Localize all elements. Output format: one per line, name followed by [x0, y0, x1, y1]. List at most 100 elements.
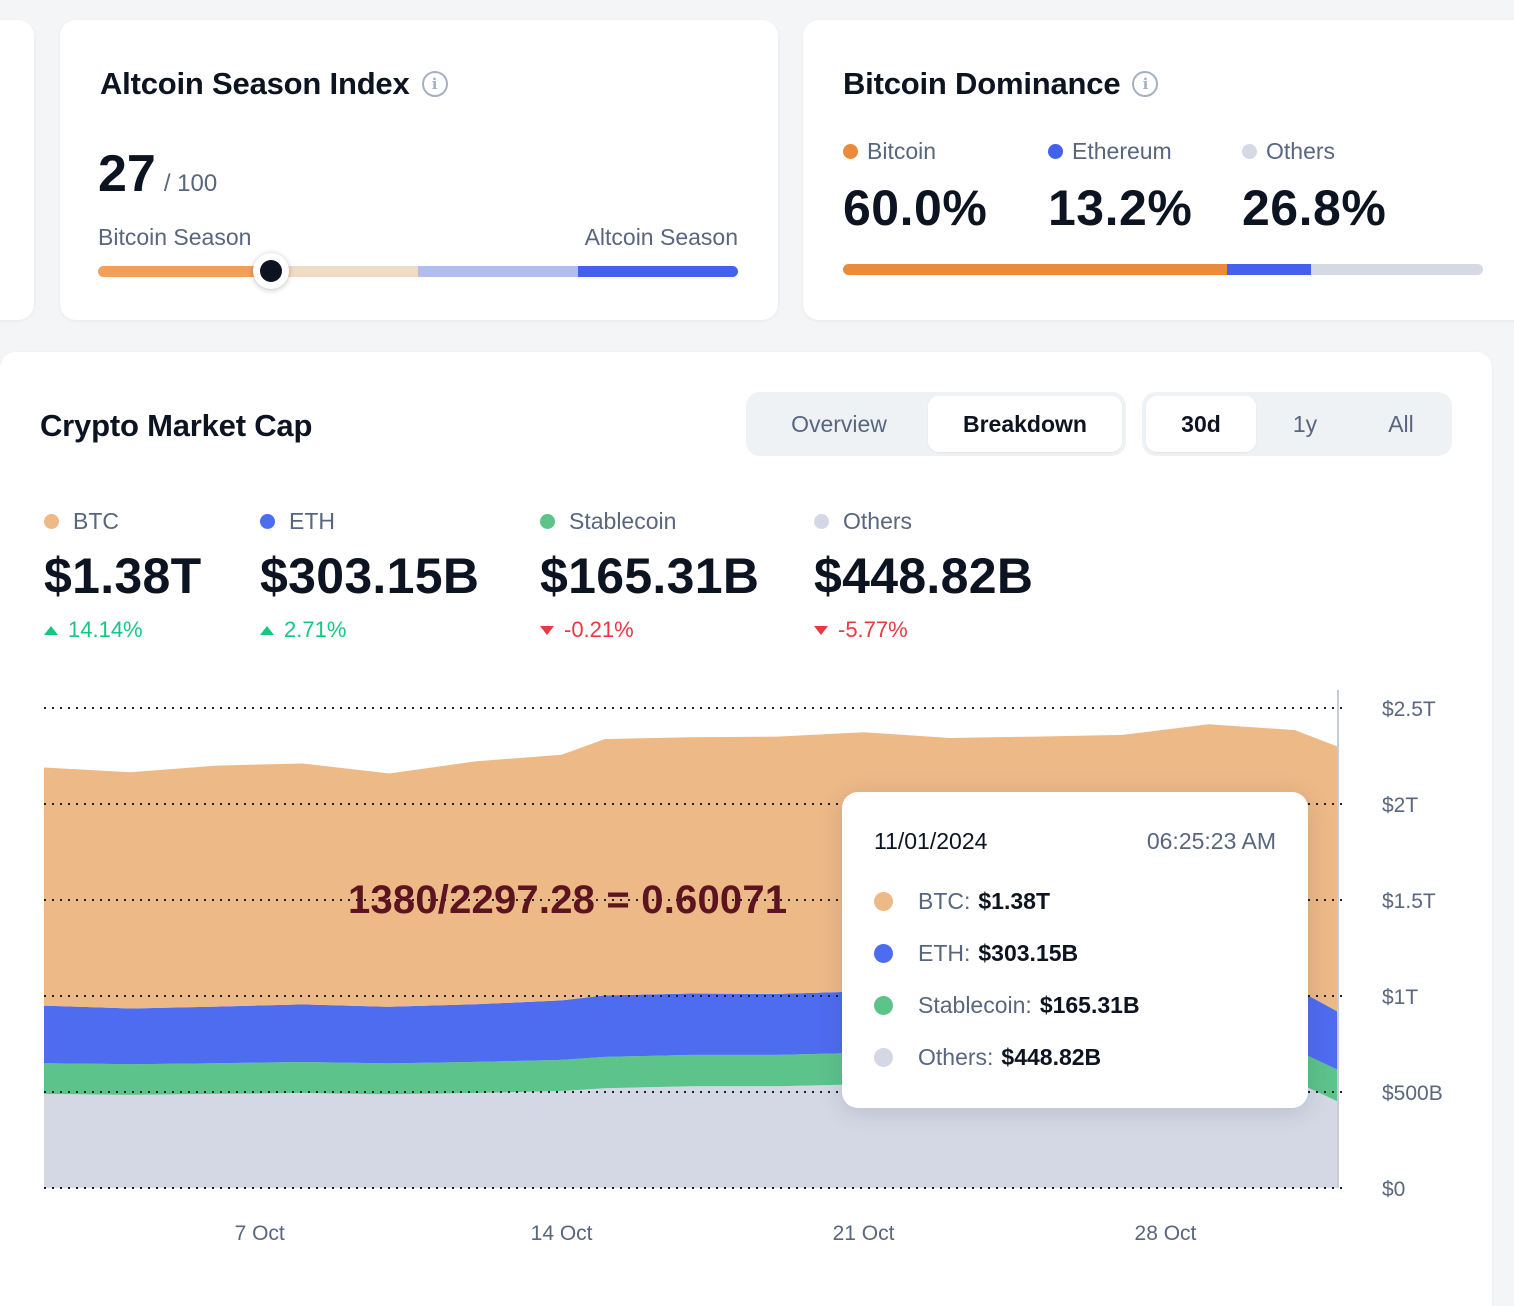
tooltip-row-stablecoin: Stablecoin: $165.31B — [874, 992, 1140, 1019]
dominance-ethereum: Ethereum 13.2% — [1048, 138, 1192, 237]
tooltip-label: BTC: — [918, 888, 971, 914]
altcoin-season-title: Altcoin Season Index — [100, 66, 410, 101]
tab-all[interactable]: All — [1388, 410, 1414, 437]
x-tick-label: 14 Oct — [531, 1222, 593, 1245]
altcoin-season-value: 27 / 100 — [98, 144, 217, 204]
legend-dot-icon — [1242, 144, 1257, 159]
legend-dot-icon — [874, 944, 893, 963]
tooltip-label: ETH: — [918, 940, 971, 966]
gauge-segment — [98, 266, 258, 277]
altcoin-season-indicator — [252, 253, 289, 289]
dominance-bar-segment — [843, 264, 1227, 275]
tab-breakdown[interactable]: Breakdown — [928, 396, 1122, 452]
y-tick-label: $0 — [1382, 1178, 1405, 1201]
stat-change-value: 2.71% — [284, 617, 347, 642]
market-cap-card: Crypto Market Cap Overview Breakdown 30d… — [0, 352, 1492, 1306]
legend-dot-icon — [814, 514, 829, 529]
y-tick-label: $2.5T — [1382, 698, 1436, 721]
tab-1y[interactable]: 1y — [1292, 410, 1318, 437]
dominance-bar-segment — [1227, 264, 1312, 275]
tooltip-label: Others: — [918, 1044, 994, 1070]
caret-down-icon — [540, 625, 554, 635]
caret-down-icon — [814, 625, 828, 635]
y-tick-label: $500B — [1382, 1082, 1443, 1105]
market-cap-title: Crypto Market Cap — [40, 408, 313, 443]
chart-tooltip: 11/01/2024 06:25:23 AM BTC: $1.38T ETH: … — [842, 792, 1308, 1108]
dominance-others: Others 26.8% — [1242, 138, 1386, 237]
dominance-label: Others — [1266, 138, 1336, 164]
legend-dot-icon — [1048, 144, 1063, 159]
tooltip-row-others: Others: $448.82B — [874, 1044, 1101, 1071]
tab-overview[interactable]: Overview — [791, 410, 887, 437]
dominance-value: 13.2% — [1048, 180, 1193, 236]
legend-dot-icon — [843, 144, 858, 159]
stat-change-value: 14.14% — [68, 617, 143, 642]
y-tick-label: $1T — [1382, 986, 1418, 1009]
view-toggle: Overview Breakdown — [746, 392, 1126, 456]
tooltip-value: $165.31B — [1039, 992, 1140, 1018]
stat-eth: ETH $303.15B 2.71% — [260, 508, 479, 643]
legend-dot-icon — [874, 1048, 893, 1067]
range-toggle: 30d 1y All — [1142, 392, 1452, 456]
legend-dot-icon — [874, 892, 893, 911]
dominance-bitcoin: Bitcoin 60.0% — [843, 138, 987, 237]
stat-label: Stablecoin — [569, 508, 677, 534]
tooltip-value: $303.15B — [978, 940, 1079, 966]
altcoin-season-label: Altcoin Season — [584, 224, 738, 250]
tooltip-time: 06:25:23 AM — [1146, 828, 1276, 854]
stat-label: BTC — [73, 508, 119, 534]
gauge-segment — [418, 266, 578, 277]
stat-others: Others $448.82B -5.77% — [814, 508, 1033, 643]
gauge-segment — [258, 266, 418, 277]
altcoin-season-title-row: Altcoin Season Index i — [100, 66, 448, 102]
dominance-value: 60.0% — [843, 180, 988, 236]
bitcoin-dominance-title-row: Bitcoin Dominance i — [843, 66, 1159, 102]
bitcoin-season-label: Bitcoin Season — [98, 224, 252, 250]
legend-dot-icon — [44, 514, 59, 529]
x-tick-label: 7 Oct — [235, 1222, 285, 1245]
dominance-label: Bitcoin — [867, 138, 937, 164]
previous-card — [0, 20, 34, 320]
tooltip-value: $448.82B — [1001, 1044, 1102, 1070]
x-tick-label: 28 Oct — [1135, 1222, 1197, 1245]
stat-stablecoin: Stablecoin $165.31B -0.21% — [540, 508, 759, 643]
stat-value: $1.38T — [44, 548, 202, 604]
info-icon[interactable]: i — [421, 71, 448, 97]
tooltip-row-eth: ETH: $303.15B — [874, 940, 1078, 967]
altcoin-season-gauge — [98, 266, 738, 277]
stat-change-value: -5.77% — [838, 617, 908, 642]
dominance-bar-segment — [1311, 264, 1483, 275]
altcoin-season-card: Altcoin Season Index i 27 / 100 Bitcoin … — [60, 20, 778, 320]
altcoin-season-score: 27 — [98, 145, 156, 203]
tooltip-row-btc: BTC: $1.38T — [874, 888, 1050, 915]
tooltip-date: 11/01/2024 — [874, 828, 988, 854]
tooltip-label: Stablecoin: — [918, 992, 1032, 1018]
x-tick-label: 21 Oct — [833, 1222, 895, 1245]
gauge-segment — [578, 266, 738, 277]
tooltip-value: $1.38T — [978, 888, 1050, 914]
stat-change: -5.77% — [814, 617, 1033, 643]
bitcoin-dominance-card: Bitcoin Dominance i Bitcoin 60.0% Ethere… — [803, 20, 1514, 320]
stat-value: $165.31B — [540, 548, 760, 604]
stat-change: 2.71% — [260, 617, 479, 643]
stat-label: ETH — [289, 508, 335, 534]
bitcoin-dominance-title: Bitcoin Dominance — [843, 66, 1121, 101]
altcoin-season-max: / 100 — [163, 170, 218, 197]
y-tick-label: $2T — [1382, 794, 1418, 817]
legend-dot-icon — [260, 514, 275, 529]
stat-btc: BTC $1.38T 14.14% — [44, 508, 201, 643]
stat-label: Others — [843, 508, 913, 534]
legend-dot-icon — [540, 514, 555, 529]
caret-up-icon — [260, 625, 274, 635]
annotation-text: 1380/2297.28 = 0.60071 — [348, 878, 788, 922]
info-icon[interactable]: i — [1132, 71, 1159, 97]
dominance-label: Ethereum — [1072, 138, 1172, 164]
stat-change: -0.21% — [540, 617, 759, 643]
caret-up-icon — [44, 625, 58, 635]
stat-change: 14.14% — [44, 617, 201, 643]
stat-value: $303.15B — [260, 548, 480, 604]
stat-value: $448.82B — [814, 548, 1034, 604]
tab-30d[interactable]: 30d — [1146, 396, 1256, 452]
dominance-bar — [843, 264, 1483, 275]
area-others — [44, 1081, 1338, 1188]
